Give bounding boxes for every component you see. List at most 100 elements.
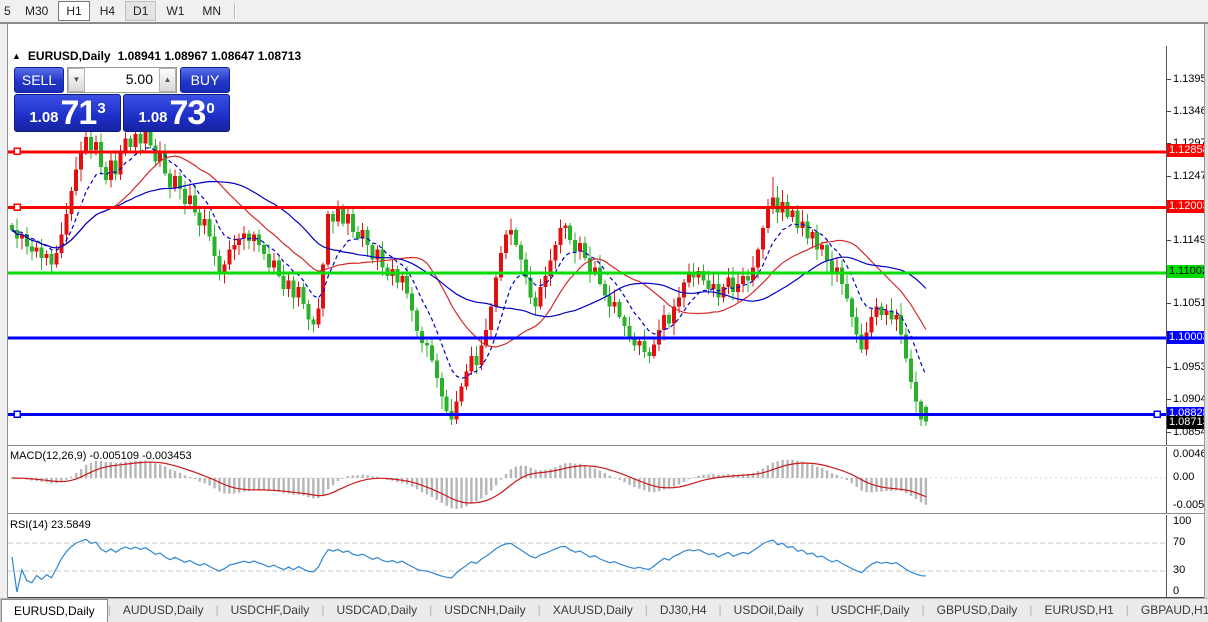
- rsi-indicator-chart[interactable]: [0, 515, 1204, 595]
- macd-histogram-bar: [796, 460, 799, 478]
- volume-increase-button[interactable]: ▲: [159, 68, 176, 92]
- sell-price-display[interactable]: 1.08 71 3: [14, 94, 121, 132]
- candle-body: [711, 284, 716, 289]
- tab-separator: |: [1029, 603, 1033, 617]
- timeframe-button-H1[interactable]: H1: [58, 1, 90, 21]
- candle-body: [158, 153, 163, 162]
- macd-histogram-bar: [840, 477, 844, 479]
- date-axis-line: [0, 597, 1204, 598]
- candle-body: [746, 275, 751, 281]
- timeframe-button-5[interactable]: 5: [4, 4, 11, 18]
- chart-tab-usdchf-daily[interactable]: USDCHF,Daily: [830, 603, 910, 617]
- macd-histogram-bar: [326, 478, 330, 490]
- timeframe-button-M30[interactable]: M30: [25, 4, 49, 18]
- chart-tab-eurusd-h1[interactable]: EURUSD,H1: [1044, 603, 1114, 617]
- buy-button[interactable]: BUY: [180, 67, 230, 93]
- macd-histogram-bar: [588, 466, 592, 478]
- macd-histogram-bar: [583, 464, 587, 478]
- candle-body: [316, 308, 321, 325]
- candle-body: [227, 249, 232, 265]
- candle-body: [232, 245, 237, 250]
- candle-body: [266, 254, 271, 268]
- level-price-label[interactable]: 1.11002: [1167, 265, 1208, 279]
- level-price-label[interactable]: 1.12003: [1167, 200, 1208, 214]
- horizontal-level-line[interactable]: [0, 336, 1166, 340]
- candle-body: [795, 210, 800, 229]
- panel-separator[interactable]: [0, 445, 1204, 447]
- macd-label: MACD(12,26,9) -0.005109 -0.003453: [10, 450, 192, 462]
- sell-button[interactable]: SELL: [14, 67, 64, 93]
- candle-body: [696, 271, 701, 278]
- macd-histogram-bar: [811, 464, 814, 478]
- candle-body: [533, 297, 538, 307]
- macd-histogram-bar: [485, 478, 488, 496]
- line-handle[interactable]: [13, 410, 21, 418]
- chart-tab-usdoil-daily[interactable]: USDOil,Daily: [733, 603, 804, 617]
- timeframe-button-D1[interactable]: D1: [125, 1, 157, 21]
- candle-body: [153, 145, 158, 162]
- macd-axis-tick: -0.005574: [1173, 498, 1208, 511]
- candle-body: [731, 277, 736, 293]
- one-click-trade-widget: SELL ▼ 5.00 ▲ BUY 1.08 71 3 1.08 73 0: [14, 67, 230, 133]
- candle-body: [69, 190, 74, 214]
- chart-tab-gbpaud-h1[interactable]: GBPAUD,H1: [1140, 603, 1208, 617]
- line-handle[interactable]: [13, 147, 21, 156]
- macd-histogram-bar: [475, 478, 478, 502]
- volume-decrease-button[interactable]: ▼: [68, 68, 85, 92]
- macd-histogram-bar: [806, 463, 809, 478]
- candle-body: [108, 160, 113, 180]
- candle-body: [701, 271, 706, 281]
- level-price-label[interactable]: 1.12858: [1167, 144, 1208, 158]
- chart-tab-usdchf-daily[interactable]: USDCHF,Daily: [230, 603, 310, 617]
- chart-tab-xauusd-daily[interactable]: XAUUSD,Daily: [552, 603, 633, 617]
- macd-histogram-bar: [608, 475, 611, 478]
- line-handle[interactable]: [13, 203, 21, 211]
- candle-body: [637, 341, 642, 346]
- candle-body: [429, 345, 434, 361]
- level-price-label[interactable]: 1.10003: [1167, 330, 1208, 344]
- candle-body: [326, 213, 331, 265]
- candle-body: [187, 195, 192, 204]
- macd-histogram-bar: [707, 474, 710, 478]
- collapse-chart-icon[interactable]: ▲: [12, 51, 21, 61]
- timeframe-button-H4[interactable]: H4: [99, 4, 116, 18]
- candle-body: [504, 234, 508, 253]
- macd-indicator-chart[interactable]: [0, 447, 1204, 513]
- tick-mark: [1167, 239, 1171, 241]
- chart-tab-usdcad-daily[interactable]: USDCAD,Daily: [336, 603, 418, 617]
- candle-body: [518, 245, 523, 260]
- horizontal-level-line[interactable]: [0, 150, 1166, 154]
- chart-tab-audusd-daily[interactable]: AUDUSD,Daily: [122, 603, 204, 617]
- panel-separator[interactable]: [0, 513, 1204, 515]
- sell-price-main: 71: [60, 94, 98, 132]
- macd-axis-tick: 0.00: [1173, 471, 1195, 483]
- line-handle[interactable]: [1153, 410, 1161, 418]
- timeframe-button-W1[interactable]: W1: [166, 4, 185, 18]
- chart-tab-dj30-h4[interactable]: DJ30,H4: [659, 603, 707, 617]
- macd-histogram-bar: [746, 473, 750, 478]
- horizontal-level-line[interactable]: [0, 206, 1166, 210]
- chart-tab-usdcnh-daily[interactable]: USDCNH,Daily: [444, 603, 526, 617]
- horizontal-level-line[interactable]: [0, 271, 1166, 275]
- current-price-label: 1.08713: [1167, 415, 1208, 429]
- buy-price-display[interactable]: 1.08 73 0: [123, 94, 230, 132]
- candle-body: [331, 213, 336, 222]
- macd-histogram-bar: [559, 465, 562, 478]
- chart-window: 1.139501.134601.129701.124701.114901.105…: [0, 23, 1208, 622]
- candle-body: [899, 314, 904, 335]
- macd-histogram-bar: [712, 474, 715, 478]
- timeframe-button-MN[interactable]: MN: [202, 4, 222, 18]
- candle-body: [839, 267, 844, 285]
- macd-histogram-bar: [850, 478, 853, 484]
- candle-body: [800, 221, 805, 229]
- volume-input[interactable]: 5.00: [125, 71, 153, 87]
- window-right-edge: [1204, 23, 1208, 622]
- candle-body: [775, 197, 780, 213]
- candle-body: [844, 284, 849, 299]
- moving-average-line-21: [11, 155, 927, 348]
- candle-body: [360, 230, 365, 239]
- chart-tab-eurusd-daily[interactable]: EURUSD,Daily: [1, 599, 108, 622]
- horizontal-level-line[interactable]: [0, 413, 1166, 417]
- candle-body: [587, 258, 592, 274]
- chart-tab-gbpusd-daily[interactable]: GBPUSD,Daily: [936, 603, 1018, 617]
